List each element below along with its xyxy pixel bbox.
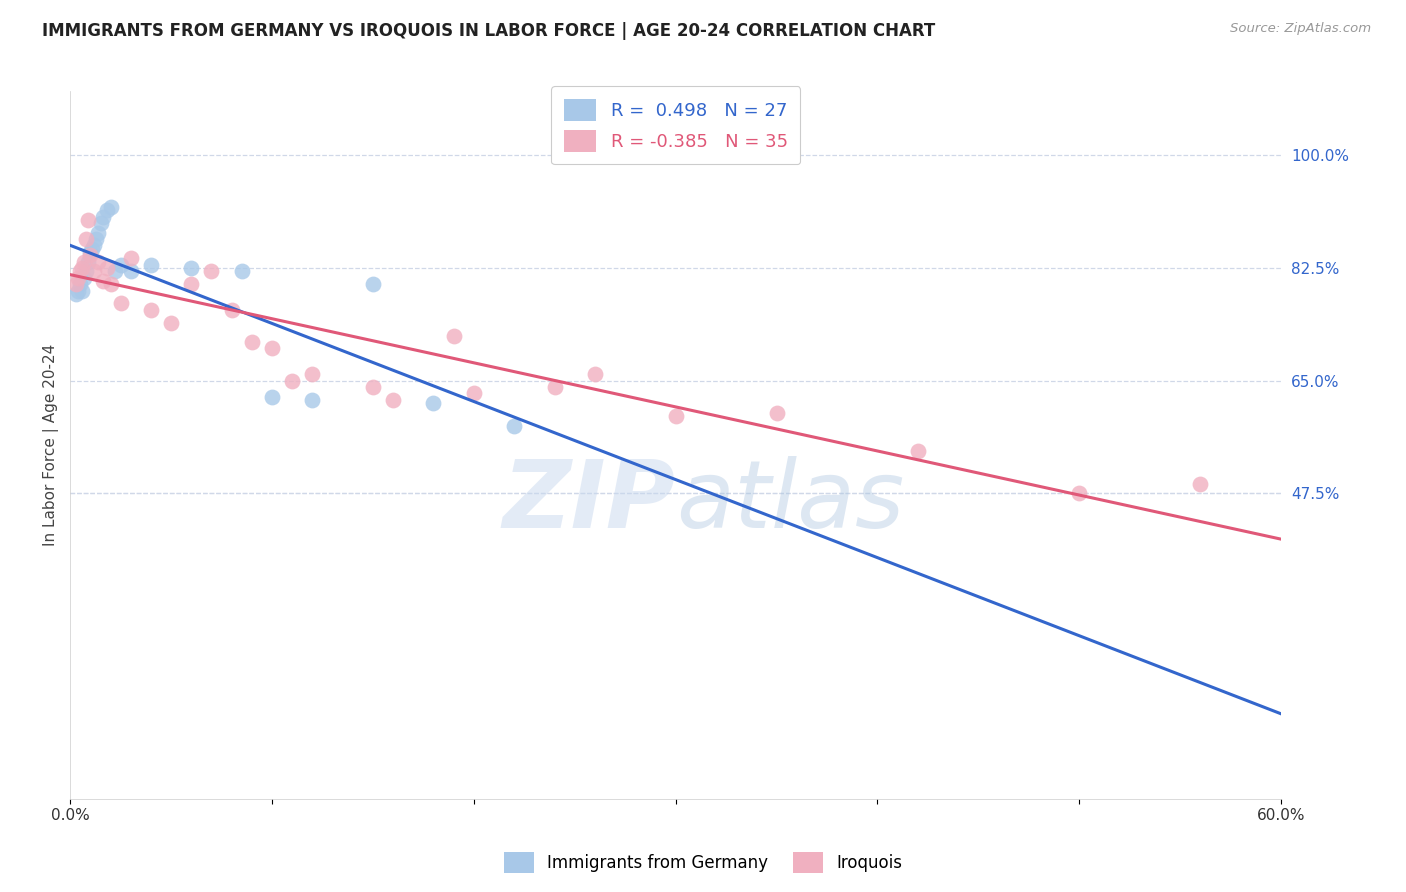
- Point: [65, 286, 87, 301]
- Point: [72, 284, 94, 298]
- Point: [75, 232, 97, 246]
- Point: [83, 238, 105, 252]
- Point: [69, 264, 91, 278]
- Point: [67, 284, 90, 298]
- Y-axis label: In Labor Force | Age 20-24: In Labor Force | Age 20-24: [44, 343, 59, 546]
- Text: atlas: atlas: [676, 456, 904, 547]
- Point: [139, 302, 162, 317]
- Point: [75, 264, 97, 278]
- Point: [463, 386, 485, 401]
- Point: [281, 374, 304, 388]
- Point: [96, 203, 118, 218]
- Point: [260, 390, 283, 404]
- Point: [139, 258, 162, 272]
- Point: [543, 380, 565, 394]
- Point: [72, 260, 94, 275]
- Point: [91, 274, 114, 288]
- Point: [240, 334, 263, 349]
- Point: [180, 260, 202, 275]
- Point: [180, 277, 202, 291]
- Point: [87, 226, 110, 240]
- Point: [200, 264, 222, 278]
- Point: [100, 277, 122, 291]
- Point: [83, 264, 105, 278]
- Point: [69, 277, 91, 291]
- Point: [260, 342, 283, 356]
- Point: [77, 254, 100, 268]
- Point: [120, 252, 142, 266]
- Point: [73, 270, 96, 285]
- Text: Source: ZipAtlas.com: Source: ZipAtlas.com: [1230, 22, 1371, 36]
- Point: [361, 380, 384, 394]
- Point: [361, 277, 384, 291]
- Point: [301, 367, 323, 381]
- Point: [160, 316, 183, 330]
- Text: ZIP: ZIP: [503, 456, 676, 548]
- Point: [65, 277, 87, 291]
- Point: [110, 296, 132, 310]
- Point: [89, 216, 111, 230]
- Point: [96, 260, 118, 275]
- Point: [503, 418, 526, 433]
- Point: [1189, 476, 1212, 491]
- Point: [221, 302, 243, 317]
- Point: [422, 396, 444, 410]
- Point: [301, 392, 323, 407]
- Point: [382, 392, 405, 407]
- Point: [100, 200, 122, 214]
- Point: [79, 244, 101, 259]
- Point: [231, 264, 253, 278]
- Point: [67, 270, 90, 285]
- Point: [443, 328, 465, 343]
- Point: [120, 264, 142, 278]
- Text: IMMIGRANTS FROM GERMANY VS IROQUOIS IN LABOR FORCE | AGE 20-24 CORRELATION CHART: IMMIGRANTS FROM GERMANY VS IROQUOIS IN L…: [42, 22, 935, 40]
- Point: [73, 254, 96, 268]
- Point: [765, 406, 787, 420]
- Point: [82, 242, 104, 256]
- Point: [1069, 486, 1091, 500]
- Point: [77, 212, 100, 227]
- Point: [87, 254, 110, 268]
- Point: [79, 248, 101, 262]
- Point: [91, 210, 114, 224]
- Point: [665, 409, 688, 423]
- Point: [104, 264, 127, 278]
- Point: [583, 367, 606, 381]
- Legend: R =  0.498   N = 27, R = -0.385   N = 35: R = 0.498 N = 27, R = -0.385 N = 35: [551, 86, 800, 164]
- Point: [907, 444, 929, 458]
- Point: [110, 258, 132, 272]
- Point: [86, 232, 108, 246]
- Legend: Immigrants from Germany, Iroquois: Immigrants from Germany, Iroquois: [496, 846, 910, 880]
